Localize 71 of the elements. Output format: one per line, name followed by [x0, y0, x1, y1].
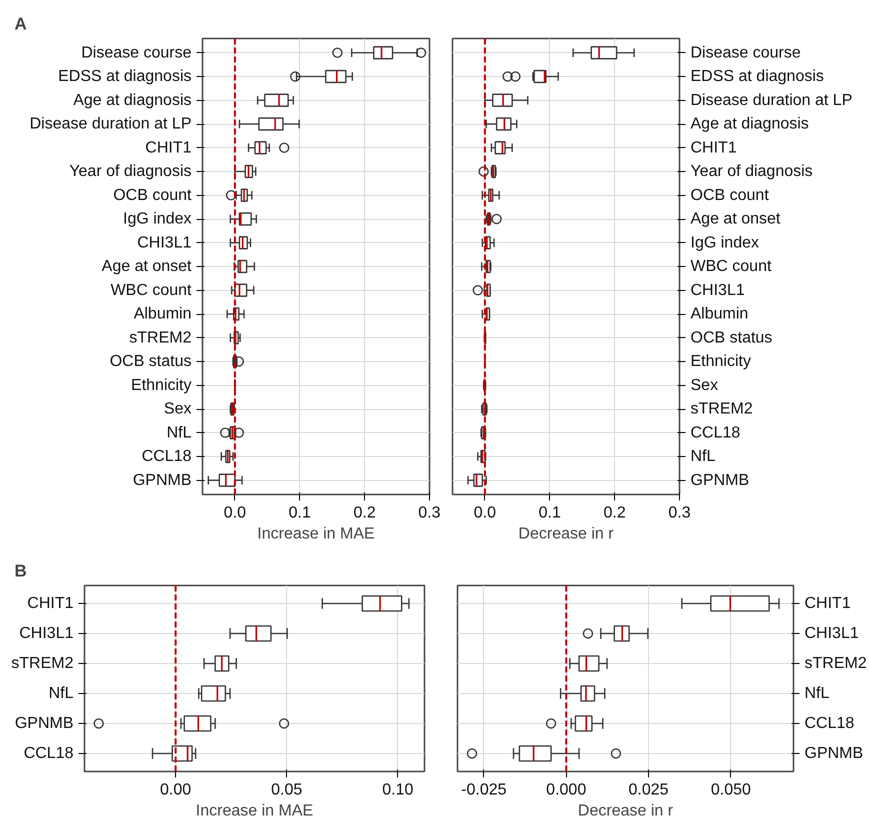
x-axis-title: Decrease in r — [518, 526, 614, 542]
y-tick-label: CHI3L1 — [804, 625, 859, 642]
x-tick-label: 0.1 — [288, 504, 312, 522]
y-tick-label: Albumin — [690, 306, 748, 322]
y-tick-label: Age at onset — [690, 210, 781, 228]
y-tick-label: EDSS at diagnosis — [58, 68, 192, 85]
y-tick-label: CHIT1 — [690, 139, 737, 156]
x-tick-label: 0.00 — [160, 782, 192, 798]
x-tick-label: 0.050 — [710, 782, 752, 798]
y-tick-label: Albumin — [134, 306, 192, 322]
y-tick-label: Age at onset — [102, 258, 192, 275]
y-tick-label: Ethnicity — [690, 353, 751, 370]
y-tick-label: CHIT1 — [804, 595, 851, 612]
x-tick-label: -0.025 — [461, 782, 507, 798]
y-tick-label: GPNMB — [132, 472, 192, 489]
y-tick-label: CHI3L1 — [19, 625, 74, 642]
y-tick-label: IgG index — [690, 234, 759, 252]
x-tick-label: 0.0 — [474, 504, 496, 522]
y-tick-label: EDSS at diagnosis — [690, 68, 824, 85]
y-tick-label: CCL18 — [804, 715, 854, 732]
y-tick-label: Disease course — [81, 44, 192, 62]
x-tick-label: 0.3 — [418, 504, 441, 522]
y-tick-label: Disease duration at LP — [30, 116, 192, 132]
x-tick-label: 0.10 — [382, 782, 414, 798]
y-tick-label: Sex — [690, 376, 718, 394]
y-tick-label: sTREM2 — [804, 655, 867, 672]
y-tick-label: Age at diagnosis — [690, 116, 809, 132]
x-tick-label: 0.2 — [354, 504, 376, 522]
x-tick-label: 0.000 — [546, 782, 586, 798]
y-tick-label: CCL18 — [142, 448, 192, 465]
y-tick-label: CCL18 — [690, 424, 740, 442]
y-tick-label: Disease duration at LP — [690, 92, 852, 109]
x-axis-title: Increase in MAE — [257, 526, 375, 542]
y-tick-label: GPNMB — [690, 472, 750, 489]
y-tick-label: WBC count — [690, 258, 772, 275]
y-tick-label: Disease course — [690, 44, 801, 62]
y-tick-label: GPNMB — [14, 715, 74, 732]
x-tick-label: 0.025 — [628, 782, 669, 798]
y-tick-label: Sex — [164, 400, 192, 418]
y-tick-label: NfL — [690, 448, 716, 465]
y-tick-label: CHI3L1 — [137, 234, 192, 252]
y-tick-label: OCB count — [113, 186, 192, 204]
y-tick-label: NfL — [48, 685, 74, 702]
x-tick-label: 0.3 — [668, 504, 691, 522]
x-tick-label: 0.0 — [224, 504, 246, 522]
y-tick-label: NfL — [804, 685, 830, 702]
x-tick-label: 0.2 — [604, 504, 626, 522]
y-tick-label: Ethnicity — [131, 376, 192, 394]
y-tick-label: sTREM2 — [690, 400, 753, 418]
y-tick-label: OCB status — [690, 329, 772, 346]
y-tick-label: IgG index — [123, 210, 192, 228]
x-axis-title: Decrease in r — [578, 802, 674, 820]
y-tick-label: GPNMB — [804, 745, 864, 762]
y-tick-label: WBC count — [110, 282, 192, 299]
y-tick-label: CHI3L1 — [690, 282, 745, 299]
y-tick-label: OCB status — [110, 353, 192, 370]
text: A — [14, 14, 27, 34]
y-tick-label: CCL18 — [24, 745, 74, 762]
y-tick-label: sTREM2 — [129, 329, 192, 346]
y-tick-label: Year of diagnosis — [690, 163, 813, 180]
y-tick-label: Age at diagnosis — [73, 92, 192, 109]
y-tick-label: Year of diagnosis — [69, 163, 192, 180]
x-axis-title: Increase in MAE — [196, 802, 314, 820]
x-tick-label: 0.1 — [538, 504, 562, 522]
x-tick-label: 0.05 — [271, 782, 302, 798]
y-tick-label: CHIT1 — [145, 139, 192, 156]
y-tick-label: OCB count — [690, 186, 770, 204]
text: B — [14, 562, 27, 580]
y-tick-label: sTREM2 — [11, 655, 74, 672]
y-tick-label: NfL — [166, 424, 192, 442]
y-tick-label: CHIT1 — [27, 595, 74, 612]
